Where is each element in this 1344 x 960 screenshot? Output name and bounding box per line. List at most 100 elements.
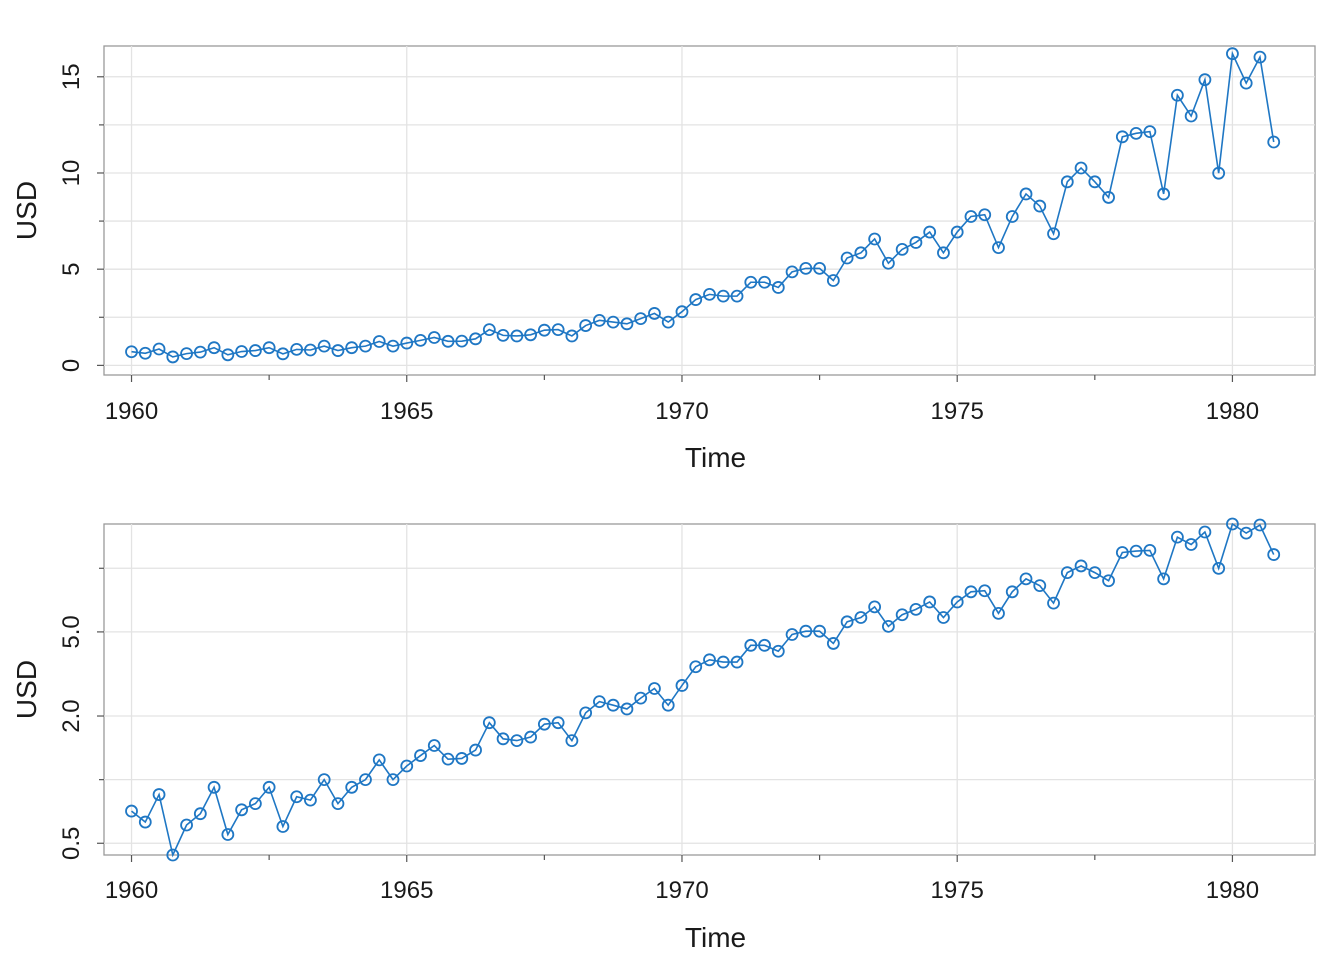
data-point	[317, 339, 331, 353]
series-line	[131, 50, 1275, 358]
data-point	[606, 698, 620, 712]
data-point	[1226, 47, 1239, 61]
data-point	[744, 638, 758, 652]
data-point	[345, 341, 359, 355]
data-point	[248, 797, 262, 811]
data-point	[868, 232, 882, 246]
x-tick-label: 1960	[105, 877, 158, 904]
data-point	[1157, 187, 1171, 201]
data-point	[1184, 538, 1198, 551]
data-point	[276, 820, 290, 833]
data-point	[125, 804, 138, 818]
data-point	[1198, 73, 1212, 87]
data-point	[1239, 526, 1253, 540]
data-point	[634, 691, 648, 705]
data-point	[414, 749, 427, 762]
y-axis-title: USD	[11, 660, 42, 719]
data-point	[799, 624, 813, 638]
data-point	[248, 344, 262, 357]
data-point	[455, 752, 469, 765]
data-point	[1047, 596, 1060, 610]
data-point	[262, 780, 276, 794]
data-point	[716, 655, 730, 669]
data-point	[193, 807, 207, 821]
data-point	[290, 343, 304, 356]
data-point	[1239, 76, 1253, 90]
data-point	[1157, 572, 1171, 586]
data-point	[1267, 135, 1281, 149]
x-tick-label: 1965	[380, 877, 433, 904]
data-point	[881, 256, 895, 270]
x-tick-label: 1965	[380, 398, 433, 425]
data-point	[826, 274, 840, 287]
data-point	[1253, 50, 1267, 64]
plot-area	[103, 45, 1316, 376]
data-point	[1129, 126, 1143, 140]
data-point	[854, 246, 868, 260]
data-point	[386, 339, 400, 353]
data-point	[125, 345, 138, 359]
y-tick-label: 0.5	[58, 827, 85, 860]
data-point	[758, 638, 771, 652]
data-point	[895, 242, 909, 256]
data-point	[1226, 517, 1239, 531]
data-point	[703, 287, 716, 301]
data-point	[978, 208, 992, 222]
data-point	[785, 265, 799, 279]
x-axis-title: Time	[685, 922, 746, 953]
data-point	[826, 637, 840, 650]
data-point	[854, 611, 868, 624]
data-point	[221, 828, 235, 841]
data-point	[840, 251, 854, 265]
data-point	[593, 695, 606, 709]
data-point	[813, 624, 826, 638]
data-point	[785, 628, 799, 641]
data-point	[138, 346, 152, 360]
data-point	[1115, 130, 1129, 144]
data-point	[1129, 544, 1143, 558]
data-point	[923, 595, 937, 609]
data-point	[1143, 125, 1157, 139]
data-point	[207, 780, 221, 794]
data-point	[881, 619, 895, 633]
data-point	[551, 323, 565, 336]
data-point	[620, 317, 634, 331]
data-point	[1019, 572, 1033, 586]
data-point	[1047, 227, 1060, 241]
y-tick-label: 15	[58, 63, 85, 90]
data-point	[400, 759, 414, 773]
data-point	[510, 329, 524, 343]
data-point	[386, 773, 400, 787]
data-point	[565, 329, 579, 343]
data-point	[551, 716, 565, 730]
x-tick-label: 1980	[1206, 398, 1259, 425]
data-point	[400, 336, 414, 350]
data-point	[1198, 525, 1212, 539]
data-point	[771, 281, 785, 294]
chart-panel-1: 1960 1965 1970 1975 1980 0 5 10 15 Time USD	[11, 45, 1316, 473]
data-point	[730, 655, 744, 669]
data-point	[1212, 561, 1226, 575]
data-point	[304, 793, 317, 807]
data-point	[1005, 210, 1019, 223]
data-point	[1115, 546, 1129, 559]
data-point	[235, 803, 249, 817]
data-point	[427, 331, 441, 344]
x-axis-title: Time	[685, 442, 746, 473]
data-point	[937, 246, 950, 260]
data-point	[1253, 518, 1267, 532]
data-point	[964, 585, 978, 599]
data-point	[1102, 191, 1115, 204]
data-point	[482, 323, 496, 336]
data-point	[868, 600, 882, 614]
data-point	[372, 753, 386, 767]
y-tick-label: 0	[58, 359, 85, 372]
data-point	[895, 608, 909, 622]
data-point	[496, 328, 510, 342]
data-point	[1170, 88, 1184, 102]
data-point	[620, 702, 634, 716]
data-point	[427, 739, 441, 752]
data-point	[593, 313, 606, 327]
data-point	[950, 225, 964, 239]
data-point	[345, 780, 359, 794]
